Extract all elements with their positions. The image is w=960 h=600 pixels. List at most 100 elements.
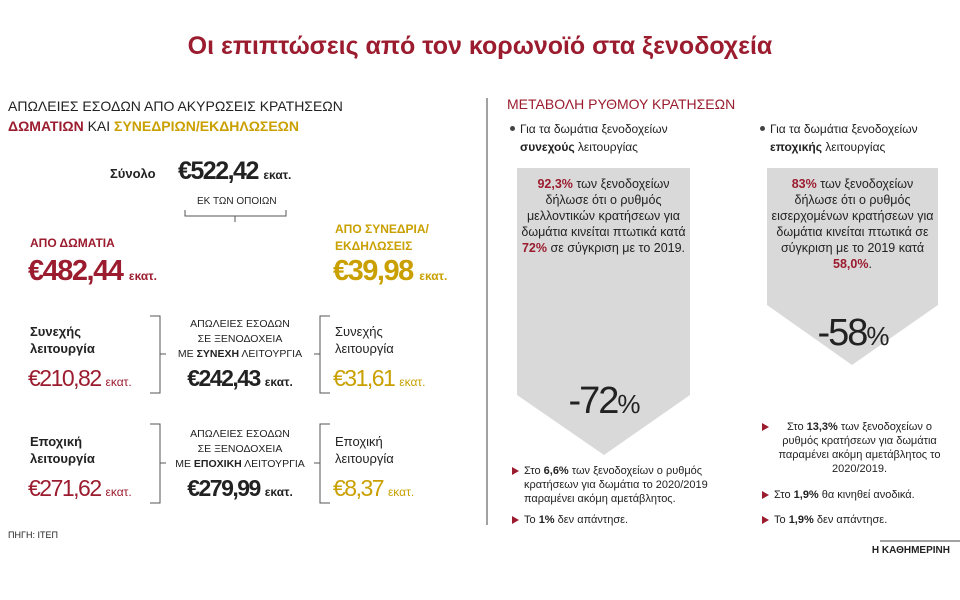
- value: €242,43: [187, 365, 261, 391]
- intro: Για τα δωμάτια ξενοδοχείων εποχικής λειτ…: [760, 120, 950, 156]
- segment: Το: [774, 514, 789, 526]
- big-value: -58%: [770, 312, 935, 355]
- segment: Στο: [524, 465, 544, 477]
- segment: 6,6%: [543, 465, 569, 477]
- segment: Στο: [786, 421, 807, 433]
- note: Στο 13,3% των ξενοδοχείων ο ρυθμός κρατή…: [760, 420, 945, 476]
- segment: ΛΕΙΤΟΥΡΓΙΑ: [241, 458, 305, 470]
- segment: .: [868, 257, 872, 271]
- value: €279,99: [187, 475, 261, 501]
- unit: %: [617, 389, 640, 419]
- rooms-label: ΑΠΟ ΔΩΜΑΤΙΑ: [30, 236, 115, 250]
- line: ΜΕ ΕΠΟΧΙΚΗ ΛΕΙΤΟΥΡΓΙΑ: [155, 457, 325, 472]
- row-rooms-value: €210,82 εκατ.: [28, 365, 132, 392]
- source: ΠΗΓΗ: ΙΤΕΠ: [8, 530, 58, 540]
- value: €39,98: [333, 255, 414, 287]
- segment: Το: [524, 514, 539, 526]
- value: €8,37: [333, 475, 385, 501]
- line: λειτουργία: [335, 451, 394, 466]
- note: Το 1,9% δεν απάντησε.: [760, 513, 945, 527]
- line: ΑΠΟ ΣΥΝΕΔΡΙΑ/: [335, 222, 429, 236]
- unit: εκατ.: [399, 375, 426, 389]
- segment: συνεχούς: [520, 140, 575, 154]
- row-label: Εποχική λειτουργία: [30, 433, 95, 467]
- big-value: -72%: [520, 380, 687, 423]
- total-value: €522,42 εκατ.: [178, 157, 291, 186]
- segment: θα κινηθεί ανοδικά.: [818, 489, 915, 501]
- segment: λειτουργίας: [574, 140, 638, 154]
- line: Εποχική: [335, 434, 383, 449]
- sub-conf: ΣΥΝΕΔΡΙΩΝ/ΕΚΔΗΛΩΣΕΩΝ: [114, 118, 300, 134]
- footer: Η ΚΑΘΗΜΕΡΙΝΗ: [871, 545, 950, 556]
- conf-row-label: Συνεχής λειτουργία: [335, 323, 394, 357]
- box-text: 83% των ξενοδοχείων δήλωσε ότι ο ρυθμός …: [770, 176, 935, 272]
- title: Οι επιπτώσεις από τον κορωνοϊό στα ξενοδ…: [187, 32, 773, 60]
- segment: 83%: [791, 177, 817, 191]
- line: ΑΠΩΛΕΙΕΣ ΕΣΟΔΩΝ: [190, 428, 290, 440]
- intro: Για τα δωμάτια ξενοδοχείων συνεχούς λειτ…: [510, 120, 700, 156]
- line: Συνεχής: [335, 324, 383, 339]
- segment: ΜΕ: [175, 458, 194, 470]
- value: €210,82: [28, 365, 102, 391]
- segment: εποχικής: [770, 140, 822, 154]
- unit: εκατ.: [263, 168, 292, 182]
- line: λειτουργία: [30, 341, 95, 356]
- segment: Για τα δωμάτια ξενοδοχείων: [520, 122, 668, 136]
- segment: 1,9%: [793, 489, 819, 501]
- rooms-value: €482,44 εκατ.: [28, 255, 157, 288]
- segment: 1%: [538, 514, 555, 526]
- line: ΜΕ ΣΥΝΕΧΗ ΛΕΙΤΟΥΡΓΙΑ: [155, 347, 325, 362]
- value: €482,44: [28, 255, 124, 287]
- bracket: [184, 210, 287, 222]
- line: λειτουργία: [30, 451, 95, 466]
- left-subheading: ΔΩΜΑΤΙΩΝ ΚΑΙ ΣΥΝΕΔΡΙΩΝ/ΕΚΔΗΛΩΣΕΩΝ: [8, 118, 299, 134]
- conf-row-label: Εποχική λειτουργία: [335, 433, 394, 467]
- value: €31,61: [333, 365, 396, 391]
- segment: 13,3%: [806, 421, 838, 433]
- bracket: [150, 315, 330, 394]
- segment: ΛΕΙΤΟΥΡΓΙΑ: [239, 348, 303, 360]
- right-heading: ΜΕΤΑΒΟΛΗ ΡΥΘΜΟΥ ΚΡΑΤΗΣΕΩΝ: [507, 96, 736, 112]
- segment: των ξενοδοχείων δήλωσε ότι ο ρυθμός εισε…: [771, 177, 934, 255]
- box-text: 92,3% των ξενοδοχείων δήλωσε ότι ο ρυθμό…: [520, 176, 687, 256]
- line: Συνεχής: [30, 324, 81, 339]
- value: -58: [817, 312, 868, 354]
- segment: 72%: [521, 241, 547, 255]
- conf-label: ΑΠΟ ΣΥΝΕΔΡΙΑ/ΕΚΔΗΛΩΣΕΙΣ: [335, 221, 429, 255]
- segment: Στο: [774, 489, 794, 501]
- note: Το 1% δεν απάντησε.: [510, 513, 710, 527]
- segment: Για τα δωμάτια ξενοδοχείων: [770, 122, 918, 136]
- line: ΑΠΩΛΕΙΕΣ ΕΣΟΔΩΝ: [190, 318, 290, 330]
- total-label: Σύνολο: [110, 166, 156, 181]
- line: ΣΕ ΞΕΝΟΔΟΧΕΙΑ: [197, 443, 283, 455]
- row-conf-value: €31,61 εκατ.: [333, 365, 425, 392]
- unit: εκατ.: [419, 269, 448, 283]
- line: ΕΚΔΗΛΩΣΕΙΣ: [335, 239, 413, 253]
- center-label: ΑΠΩΛΕΙΕΣ ΕΣΟΔΩΝ ΣΕ ΞΕΝΟΔΟΧΕΙΑ ΜΕ ΕΠΟΧΙΚΗ Λ…: [155, 427, 325, 472]
- sub-and: ΚΑΙ: [83, 118, 115, 134]
- bracket: [150, 423, 330, 504]
- value: €271,62: [28, 475, 102, 501]
- row-conf-value: €8,37 εκατ.: [333, 475, 414, 502]
- box-shape: [517, 168, 690, 455]
- note: Στο 6,6% των ξενοδοχείων ο ρυθμός κρατήσ…: [510, 464, 710, 506]
- unit: εκατ.: [387, 485, 415, 499]
- center-value: €242,43 εκατ.: [155, 365, 325, 392]
- segment: σε σύγκριση με το 2019.: [547, 241, 686, 255]
- segment: 1,9%: [788, 514, 814, 526]
- line: Εποχική: [30, 434, 83, 449]
- segment: των ξενοδοχείων ο ρυθμός κρατήσεων για δ…: [778, 421, 941, 475]
- row-label: Συνεχής λειτουργία: [30, 323, 95, 357]
- unit: %: [866, 321, 889, 351]
- segment: 58,0%: [833, 257, 869, 271]
- segment: ΣΥΝΕΧΗ: [196, 348, 240, 360]
- center-value: €279,99 εκατ.: [155, 475, 325, 502]
- unit: εκατ.: [105, 485, 132, 499]
- segment: δεν απάντησε.: [554, 514, 629, 526]
- sub-rooms: ΔΩΜΑΤΙΩΝ: [8, 118, 84, 134]
- value: €522,42: [178, 157, 259, 185]
- box-shape: [767, 168, 938, 365]
- segment: 92,3%: [537, 177, 573, 191]
